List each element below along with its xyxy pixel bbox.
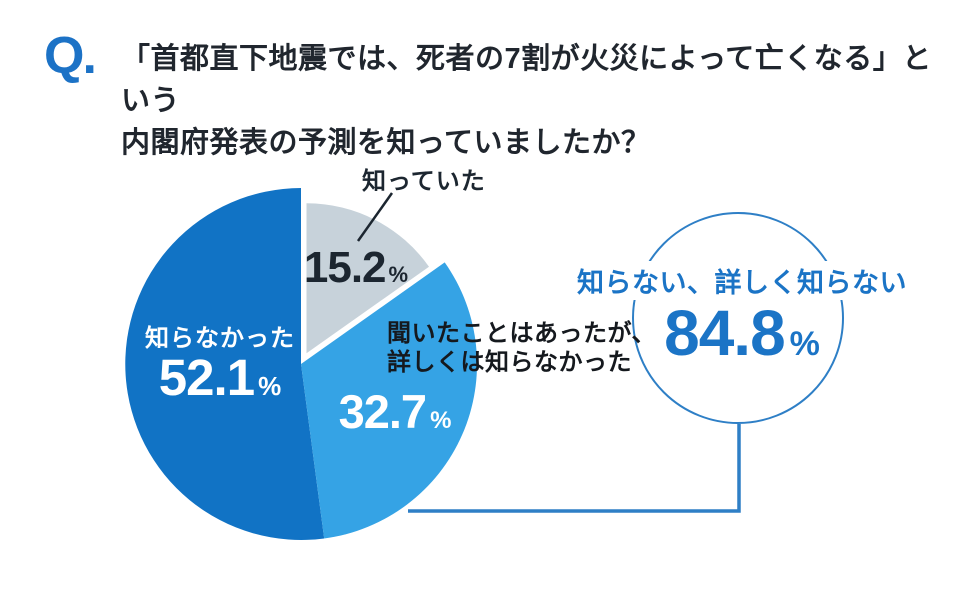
slice-label-knew: 知っていた xyxy=(362,168,486,195)
highlight-label-text: 知らない、詳しく知らない xyxy=(569,261,915,300)
slice-label-heard-line2: 詳しくは知らなかった xyxy=(387,348,632,376)
highlight-label: 知らない、詳しく知らない xyxy=(564,261,920,300)
knew-percent-sign: % xyxy=(388,262,409,287)
knew-percent-number: 15.2 xyxy=(303,243,387,292)
heard-percent-number: 32.7 xyxy=(338,385,427,438)
knew-label-pointer-line xyxy=(356,192,394,242)
question-mark-label: Q. xyxy=(44,27,97,85)
slice-value-heard: 32.7% xyxy=(315,384,475,439)
pie-slice-knew xyxy=(306,203,429,354)
slice-label-didnt-know: 知らなかった xyxy=(145,325,295,352)
slice-label-heard: 聞いたことはあったが、 詳しくは知らなかった xyxy=(387,320,656,377)
didnt-know-percent-number: 52.1 xyxy=(158,349,255,406)
highlight-connector-line xyxy=(408,424,741,513)
highlight-percent-sign: % xyxy=(789,325,820,363)
highlight-percent-number: 84.8 xyxy=(664,297,786,369)
slice-value-knew: 15.2% xyxy=(300,243,412,293)
pie-slice-didnt-know xyxy=(125,188,325,540)
slice-value-didnt-know: 52.1% xyxy=(130,348,310,407)
highlight-value: 84.8% xyxy=(567,296,917,370)
pie-slice-heard xyxy=(301,262,478,539)
question-title-line1: 「首都直下地震では、死者の7割が火災によって亡くなる」という xyxy=(121,43,932,117)
heard-percent-sign: % xyxy=(430,407,452,434)
question-title: 「首都直下地震では、死者の7割が火災によって亡くなる」という 内閣府発表の予測を… xyxy=(121,38,961,164)
highlight-circle xyxy=(632,212,844,424)
slice-label-heard-line1: 聞いたことはあったが、 xyxy=(387,320,657,347)
didnt-know-percent-sign: % xyxy=(258,371,282,401)
question-title-line2: 内閣府発表の予測を知っていましたか？ xyxy=(121,127,651,159)
